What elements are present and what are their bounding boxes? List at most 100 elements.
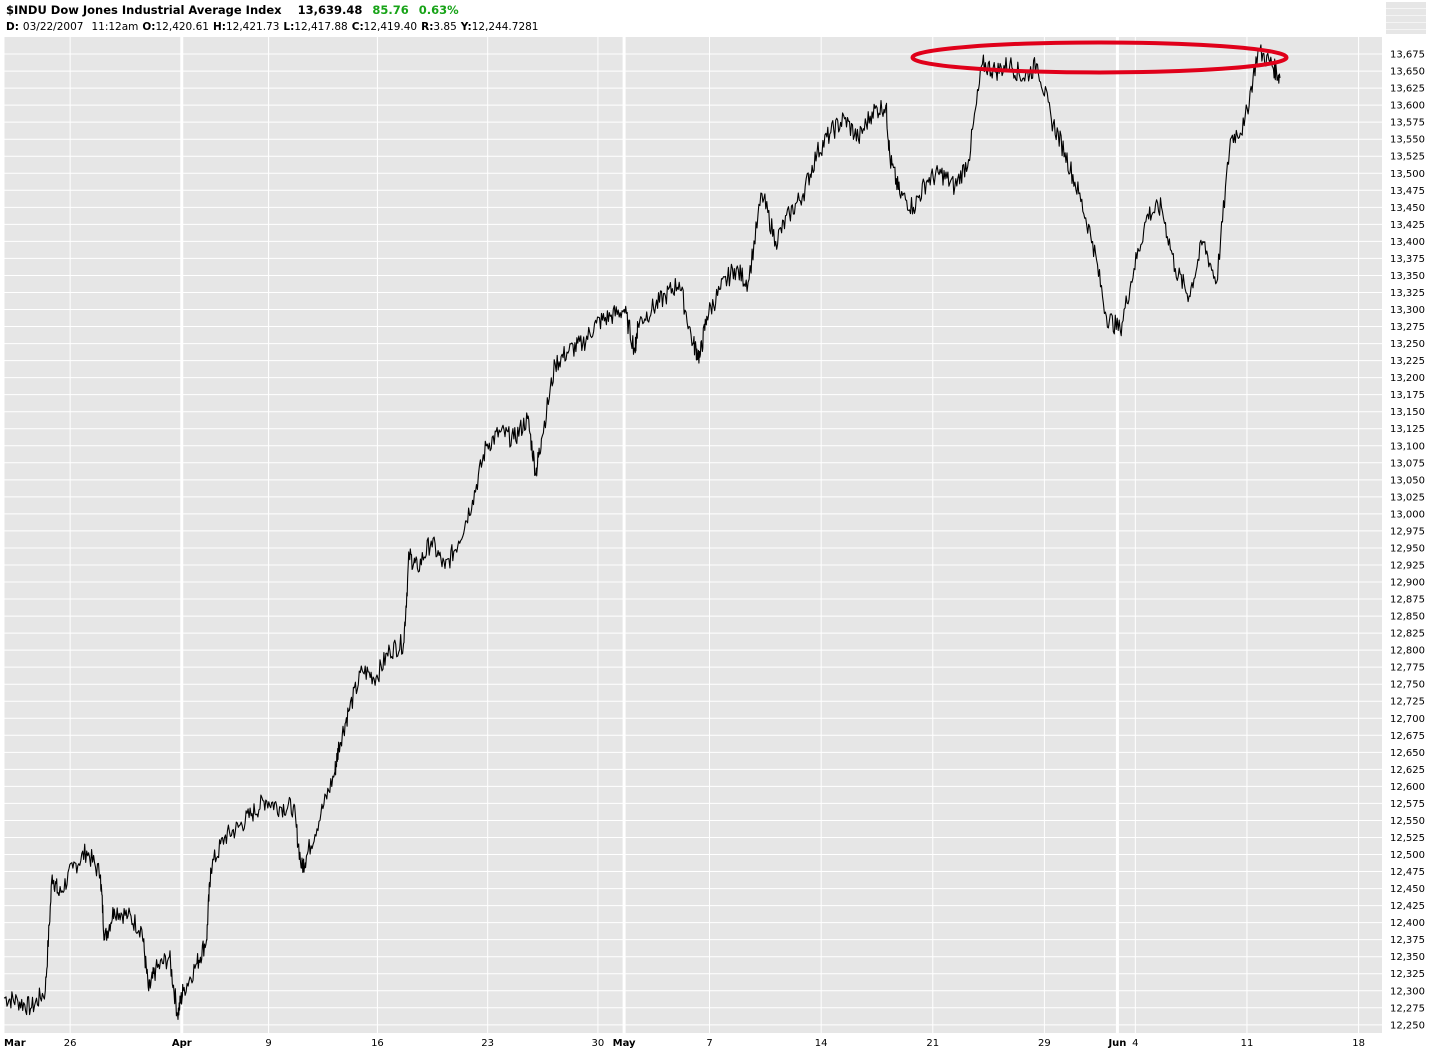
y-tick-label: 13,375	[1390, 254, 1425, 265]
y-tick-label: 12,500	[1390, 850, 1425, 861]
month-boundary-lines	[180, 37, 1119, 1033]
x-tick-label: Mar	[4, 1038, 26, 1049]
y-tick-label: 12,550	[1390, 816, 1425, 827]
x-tick-label: 18	[1352, 1038, 1365, 1049]
x-axis-tick-labels: Mar 26 Apr 9 16 23 30 May 7 14 21 29 Jun 4 11 18	[4, 1038, 1365, 1049]
annotation-group	[910, 40, 1289, 75]
y-tick-label: 13,225	[1390, 356, 1425, 367]
y-tick-label: 13,350	[1390, 271, 1425, 282]
close-label: C:	[351, 21, 364, 33]
ohlc-info-line: D: 03/22/2007 11:12am O:12,420.61 H:12,421.7…	[6, 21, 539, 33]
open-label: O:	[142, 21, 156, 33]
x-tick-label: 14	[815, 1038, 828, 1049]
y-tick-label: 13,450	[1390, 203, 1425, 214]
low-value: 12,417.88	[294, 21, 348, 33]
y-tick-label: 12,875	[1390, 595, 1425, 606]
y-tick-label: 13,000	[1390, 509, 1425, 520]
plot-background	[4, 37, 1382, 1033]
y-tick-label: 13,325	[1390, 288, 1425, 299]
y-tick-label: 12,775	[1390, 663, 1425, 674]
x-tick-label: 9	[265, 1038, 271, 1049]
y-tick-label: 12,675	[1390, 731, 1425, 742]
y-tick-label: 12,825	[1390, 629, 1425, 640]
y-tick-label: 12,250	[1390, 1020, 1425, 1031]
y-tick-label: 13,525	[1390, 152, 1425, 163]
info-prefix: D:	[6, 21, 19, 33]
header-corner-bar	[1386, 2, 1426, 34]
y-value: 12,244.7281	[471, 21, 539, 33]
y-tick-label: 13,200	[1390, 373, 1425, 384]
y-tick-label: 12,950	[1390, 543, 1425, 554]
y-tick-label: 12,925	[1390, 560, 1425, 571]
y-tick-label: 13,100	[1390, 441, 1425, 452]
y-tick-label: 12,425	[1390, 901, 1425, 912]
price-change: 85.76	[372, 3, 409, 17]
red-ellipse-annotation	[910, 40, 1289, 75]
y-tick-label: 12,975	[1390, 526, 1425, 537]
high-label: H:	[212, 21, 226, 33]
y-tick-label: 12,725	[1390, 697, 1425, 708]
x-tick-label: 4	[1132, 1038, 1138, 1049]
y-tick-label: 12,400	[1390, 918, 1425, 929]
y-axis-tick-labels: 12,250 12,275 12,300 12,325 12,350 12,375 12,4…	[1390, 50, 1425, 1032]
y-tick-label: 13,550	[1390, 135, 1425, 146]
y-tick-label: 13,050	[1390, 475, 1425, 486]
open-value: 12,420.61	[155, 21, 209, 33]
y-tick-label: 12,600	[1390, 782, 1425, 793]
y-tick-label: 13,075	[1390, 458, 1425, 469]
y-tick-label: 12,625	[1390, 765, 1425, 776]
y-tick-label: 12,650	[1390, 748, 1425, 759]
y-tick-label: 13,600	[1390, 101, 1425, 112]
info-time: 11:12am	[91, 21, 139, 33]
y-tick-label: 13,150	[1390, 407, 1425, 418]
x-tick-label: 7	[706, 1038, 712, 1049]
price-line	[3, 44, 1281, 1020]
x-tick-label: 23	[481, 1038, 494, 1049]
price-change-percent: 0.63%	[418, 3, 459, 17]
symbol-title: $INDU Dow Jones Industrial Average Index	[6, 3, 282, 17]
x-tick-label: May	[613, 1038, 636, 1049]
x-tick-label: 11	[1241, 1038, 1254, 1049]
y-tick-label: 13,250	[1390, 339, 1425, 350]
last-price: 13,639.48	[297, 3, 363, 17]
y-tick-label: 12,475	[1390, 867, 1425, 878]
y-tick-label: 12,700	[1390, 714, 1425, 725]
y-tick-label: 13,425	[1390, 220, 1425, 231]
y-tick-label: 12,850	[1390, 612, 1425, 623]
price-line-group	[3, 44, 1281, 1020]
y-tick-label: 13,675	[1390, 50, 1425, 61]
y-tick-label: 12,800	[1390, 646, 1425, 657]
y-tick-label: 13,025	[1390, 492, 1425, 503]
y-tick-label: 13,300	[1390, 305, 1425, 316]
y-tick-label: 13,500	[1390, 169, 1425, 180]
y-tick-label: 13,575	[1390, 118, 1425, 129]
y-tick-label: 13,125	[1390, 424, 1425, 435]
y-tick-label: 13,625	[1390, 84, 1425, 95]
y-tick-label: 13,650	[1390, 67, 1425, 78]
info-date: 03/22/2007	[22, 21, 84, 33]
y-tick-label: 12,300	[1390, 986, 1425, 997]
y-tick-label: 13,475	[1390, 186, 1425, 197]
low-label: L:	[283, 21, 295, 33]
x-tick-label: 21	[926, 1038, 939, 1049]
range-value: 3.85	[433, 21, 457, 33]
y-tick-label: 12,450	[1390, 884, 1425, 895]
chart-header: $INDU Dow Jones Industrial Average Index…	[0, 0, 1429, 36]
x-tick-label: 30	[592, 1038, 605, 1049]
y-tick-label: 12,325	[1390, 969, 1425, 980]
x-tick-label: 26	[64, 1038, 77, 1049]
y-tick-label: 12,375	[1390, 935, 1425, 946]
x-tick-label: Jun	[1107, 1038, 1126, 1049]
y-tick-label: 13,175	[1390, 390, 1425, 401]
title-line: $INDU Dow Jones Industrial Average Index…	[6, 3, 459, 17]
y-label: Y:	[460, 21, 472, 33]
range-label: R:	[421, 21, 434, 33]
y-tick-label: 12,525	[1390, 833, 1425, 844]
y-tick-label: 12,750	[1390, 680, 1425, 691]
x-tick-label: 29	[1038, 1038, 1051, 1049]
y-tick-label: 13,400	[1390, 237, 1425, 248]
x-tick-label: Apr	[172, 1038, 192, 1049]
close-value: 12,419.40	[363, 21, 418, 33]
high-value: 12,421.73	[225, 21, 280, 33]
